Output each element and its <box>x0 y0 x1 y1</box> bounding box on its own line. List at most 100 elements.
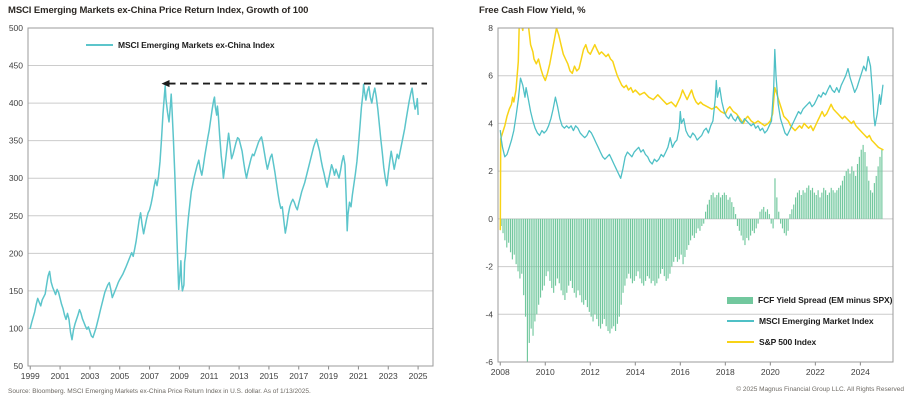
bar-fcf-yield-spread-em-minus-spx <box>731 202 733 219</box>
y-tick-label: -6 <box>485 357 493 367</box>
bar-fcf-yield-spread-em-minus-spx <box>528 218 530 343</box>
series-group <box>499 28 884 362</box>
bar-fcf-yield-spread-em-minus-spx <box>556 218 558 279</box>
bar-fcf-yield-spread-em-minus-spx <box>652 218 654 281</box>
x-tick-label: 2012 <box>581 367 600 377</box>
y-tick-label: 350 <box>9 136 23 146</box>
bar-fcf-yield-spread-em-minus-spx <box>763 206 765 219</box>
y-tick-label: 400 <box>9 98 23 108</box>
bar-fcf-yield-spread-em-minus-spx <box>536 218 538 315</box>
y-tick-label: 250 <box>9 211 23 221</box>
bar-fcf-yield-spread-em-minus-spx <box>661 218 664 269</box>
x-tick-label: 2007 <box>140 371 159 381</box>
bar-fcf-yield-spread-em-minus-spx <box>785 218 787 236</box>
legend-label: MSCI Emerging Markets ex-China Index <box>118 40 275 50</box>
bar-fcf-yield-spread-em-minus-spx <box>693 218 695 238</box>
bar-fcf-yield-spread-em-minus-spx <box>547 218 549 272</box>
bar-fcf-yield-spread-em-minus-spx <box>650 218 652 284</box>
bar-fcf-yield-spread-em-minus-spx <box>736 218 739 227</box>
bar-fcf-yield-spread-em-minus-spx <box>568 218 570 286</box>
arrow-head-left <box>161 79 170 88</box>
bar-fcf-yield-spread-em-minus-spx <box>676 218 679 262</box>
bar-fcf-yield-spread-em-minus-spx <box>742 218 744 241</box>
bar-fcf-yield-spread-em-minus-spx <box>669 218 671 274</box>
x-tick-label: 2022 <box>806 367 825 377</box>
bar-fcf-yield-spread-em-minus-spx <box>554 218 557 286</box>
bar-fcf-yield-spread-em-minus-spx <box>798 190 800 219</box>
bar-fcf-yield-spread-em-minus-spx <box>825 190 827 219</box>
bar-fcf-yield-spread-em-minus-spx <box>701 218 703 227</box>
bar-fcf-yield-spread-em-minus-spx <box>644 218 647 281</box>
bar-fcf-yield-spread-em-minus-spx <box>558 218 560 284</box>
bar-fcf-yield-spread-em-minus-spx <box>538 218 540 305</box>
bar-fcf-yield-spread-em-minus-spx <box>708 199 710 219</box>
bar-fcf-yield-spread-em-minus-spx <box>740 218 742 236</box>
bar-fcf-yield-spread-em-minus-spx <box>607 218 609 331</box>
chart-title-right: Free Cash Flow Yield, % <box>479 5 586 16</box>
bar-fcf-yield-spread-em-minus-spx <box>513 218 515 255</box>
bar-fcf-yield-spread-em-minus-spx <box>791 209 793 219</box>
bar-fcf-yield-spread-em-minus-spx <box>753 218 755 234</box>
y-tick-label: 50 <box>14 361 24 371</box>
bar-fcf-yield-spread-em-minus-spx <box>851 166 853 219</box>
bar-fcf-yield-spread-em-minus-spx <box>526 218 528 362</box>
bar-fcf-yield-spread-em-minus-spx <box>830 187 832 219</box>
bar-fcf-yield-spread-em-minus-spx <box>761 209 763 219</box>
bar-fcf-yield-spread-em-minus-spx <box>523 218 525 296</box>
bar-fcf-yield-spread-em-minus-spx <box>569 218 572 281</box>
bar-fcf-yield-spread-em-minus-spx <box>673 218 675 262</box>
msci-ex-china-line-chart: 50 100 150 200 250 300 350 400 450 500 1999 2001 200… <box>9 23 434 381</box>
legend-label: FCF Yield Spread (EM minus SPX) <box>758 295 893 305</box>
bar-fcf-yield-spread-em-minus-spx <box>778 211 780 219</box>
bar-fcf-yield-spread-em-minus-spx <box>605 218 607 327</box>
bar-fcf-yield-spread-em-minus-spx <box>838 187 840 219</box>
bar-fcf-yield-spread-em-minus-spx <box>879 156 881 219</box>
bar-fcf-yield-spread-em-minus-spx <box>796 192 799 219</box>
legend-line-swatch <box>727 320 754 322</box>
bar-fcf-yield-spread-em-minus-spx <box>699 218 701 231</box>
bar-fcf-yield-spread-em-minus-spx <box>706 204 709 219</box>
bar-fcf-yield-spread-em-minus-spx <box>789 214 791 219</box>
bar-fcf-yield-spread-em-minus-spx <box>665 218 667 281</box>
bar-fcf-yield-spread-em-minus-spx <box>862 144 864 219</box>
y-tick-label: 8 <box>488 23 493 33</box>
bar-fcf-yield-spread-em-minus-spx <box>635 218 637 277</box>
bar-fcf-yield-spread-em-minus-spx <box>873 183 875 219</box>
bar-fcf-yield-spread-em-minus-spx <box>720 197 722 219</box>
bar-fcf-yield-spread-em-minus-spx <box>691 218 694 236</box>
bar-fcf-yield-spread-em-minus-spx <box>688 218 690 246</box>
y-tick-label: 2 <box>488 166 493 176</box>
x-tick-label: 2021 <box>349 371 368 381</box>
y-tick-label: 4 <box>488 118 493 128</box>
bar-fcf-yield-spread-em-minus-spx <box>804 192 806 219</box>
bar-fcf-yield-spread-em-minus-spx <box>840 185 842 219</box>
x-tick-label: 2017 <box>289 371 308 381</box>
bar-fcf-yield-spread-em-minus-spx <box>562 218 564 296</box>
bar-fcf-yield-spread-em-minus-spx <box>751 218 754 231</box>
y-tick-label: 300 <box>9 173 23 183</box>
legend-line-swatch <box>727 341 754 343</box>
bar-fcf-yield-spread-em-minus-spx <box>601 218 604 324</box>
bar-fcf-yield-spread-em-minus-spx <box>667 218 669 279</box>
bar-fcf-yield-spread-em-minus-spx <box>808 185 810 219</box>
y-tick-label: 200 <box>9 248 23 258</box>
bar-fcf-yield-spread-em-minus-spx <box>564 218 566 300</box>
bar-fcf-yield-spread-em-minus-spx <box>748 218 750 241</box>
bar-fcf-yield-spread-em-minus-spx <box>543 218 545 286</box>
bar-fcf-yield-spread-em-minus-spx <box>714 197 716 219</box>
bar-fcf-yield-spread-em-minus-spx <box>793 204 795 219</box>
bar-fcf-yield-spread-em-minus-spx <box>783 218 785 234</box>
x-tick-label: 2003 <box>80 371 99 381</box>
bar-fcf-yield-spread-em-minus-spx <box>864 152 866 219</box>
bar-fcf-yield-spread-em-minus-spx <box>654 218 656 286</box>
bar-fcf-yield-spread-em-minus-spx <box>599 218 602 329</box>
bar-fcf-yield-spread-em-minus-spx <box>813 192 815 219</box>
bar-fcf-yield-spread-em-minus-spx <box>671 218 673 267</box>
bar-fcf-yield-spread-em-minus-spx <box>787 218 789 231</box>
legend-item-fcf-spread: FCF Yield Spread (EM minus SPX) <box>727 295 892 305</box>
bar-fcf-yield-spread-em-minus-spx <box>643 218 645 286</box>
bar-fcf-yield-spread-em-minus-spx <box>718 192 720 219</box>
bar-fcf-yield-spread-em-minus-spx <box>515 218 517 265</box>
bar-fcf-yield-spread-em-minus-spx <box>586 218 588 308</box>
x-tick-label: 2025 <box>409 371 428 381</box>
